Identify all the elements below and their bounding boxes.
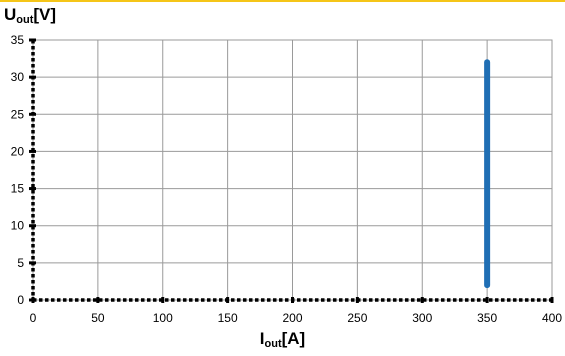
x-tick-label: 400	[542, 311, 562, 325]
x-axis-title: Iout[A]	[0, 330, 565, 350]
x-tick-label: 100	[153, 311, 173, 325]
x-tick-label: 0	[30, 311, 37, 325]
x-tick-label: 50	[91, 311, 105, 325]
x-axis-title-symbol: I	[259, 329, 265, 348]
x-tick-label: 150	[218, 311, 238, 325]
top-accent-rule	[0, 0, 565, 2]
y-tick-label: 35	[11, 33, 25, 47]
x-axis-title-subscript: out	[264, 338, 282, 350]
x-tick-label: 200	[282, 311, 302, 325]
y-axis-title-symbol: U	[4, 5, 17, 24]
y-tick-label: 30	[11, 70, 25, 84]
x-axis-title-unit: [A]	[281, 329, 306, 348]
y-tick-label: 25	[11, 107, 25, 121]
x-tick-label: 300	[412, 311, 432, 325]
y-tick-label: 5	[17, 256, 24, 270]
y-tick-label: 20	[11, 144, 25, 158]
x-tick-label: 350	[477, 311, 497, 325]
y-tick-label: 0	[17, 293, 24, 307]
x-tick-label: 250	[347, 311, 367, 325]
y-axis-title-subscript: out	[16, 14, 34, 26]
y-axis-title-unit: [V]	[33, 5, 57, 24]
y-axis-title: Uout[V]	[4, 6, 56, 26]
y-tick-label: 10	[11, 219, 25, 233]
y-tick-label: 15	[11, 182, 25, 196]
